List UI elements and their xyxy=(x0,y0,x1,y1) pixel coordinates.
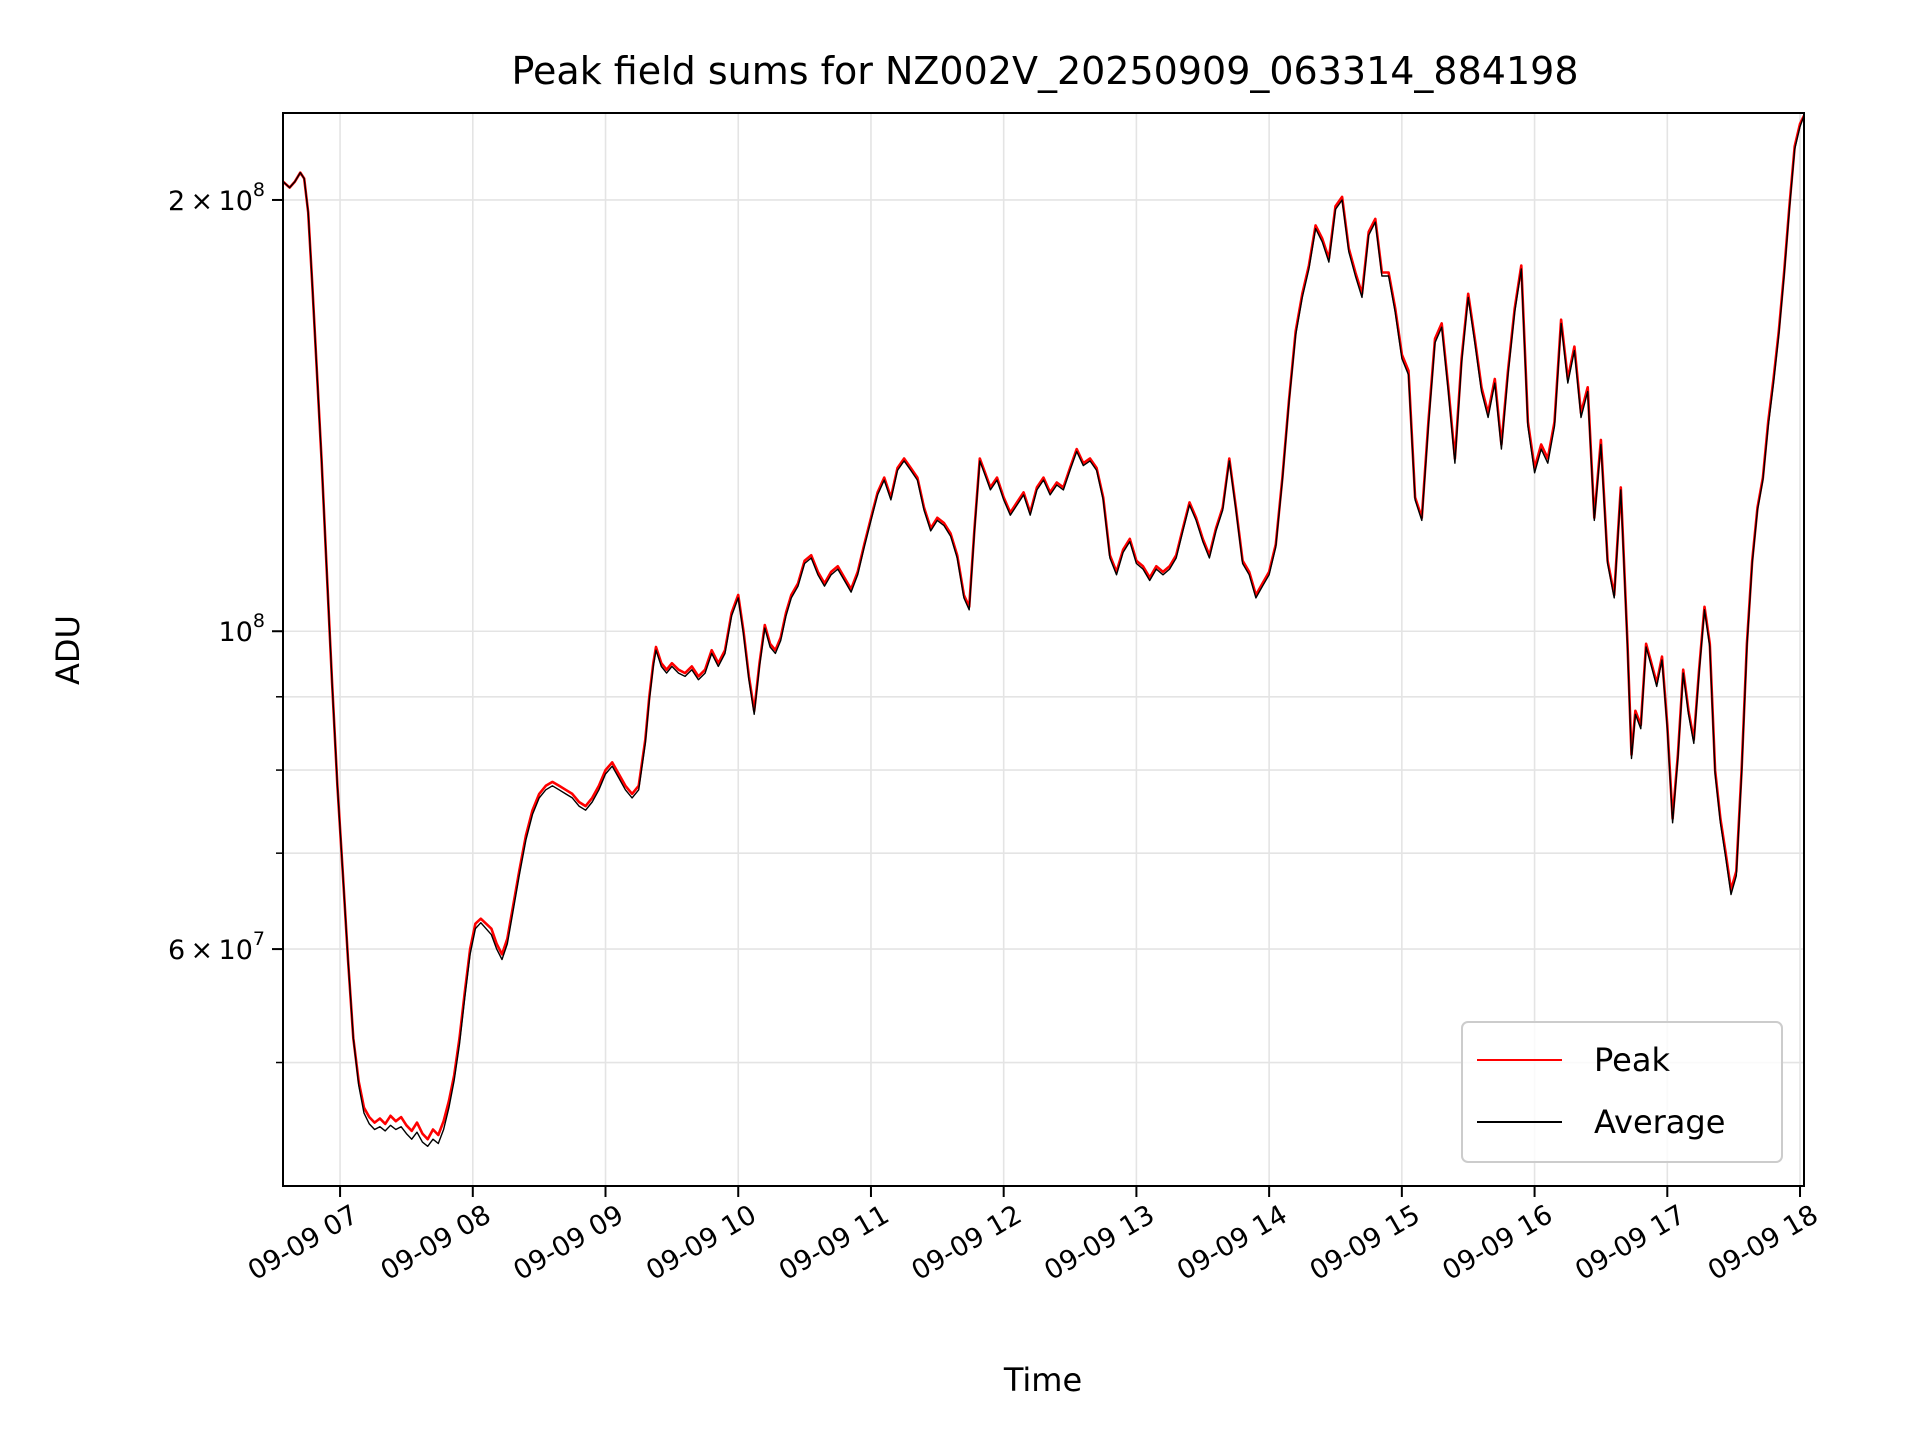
plot-area-frame xyxy=(282,112,1805,1187)
legend-box xyxy=(1461,1021,1783,1163)
y-tick-label: 6 × 107 xyxy=(168,928,265,966)
legend: Peak Average xyxy=(1461,1021,1783,1163)
series-line-average xyxy=(283,115,1804,1147)
series-layer xyxy=(283,115,1804,1147)
chart-title: Peak field sums for NZ002V_20250909_0633… xyxy=(511,49,1578,93)
legend-label-average: Average xyxy=(1594,1103,1725,1141)
y-tick-label: 2 × 108 xyxy=(168,179,265,217)
grid xyxy=(283,113,1804,1186)
y-tick-label: 108 xyxy=(219,610,265,648)
legend-label-peak: Peak xyxy=(1594,1041,1670,1079)
y-axis-label: ADU xyxy=(49,615,87,685)
x-axis-label: Time xyxy=(1003,1361,1082,1399)
